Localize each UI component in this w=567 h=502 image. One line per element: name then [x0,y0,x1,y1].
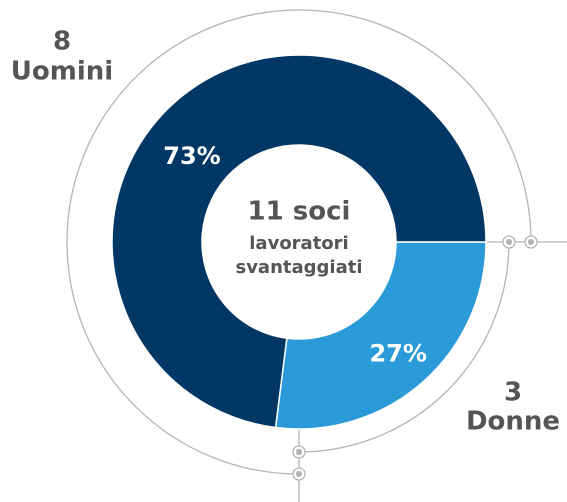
category-label: Uomini [11,57,113,87]
category-label: Donne [466,407,560,437]
count-label: 8 [53,27,71,57]
center-subtitle: lavoratori [249,233,348,254]
value-label: 73% [163,142,220,170]
slice [274,241,487,430]
value-label: 27% [369,340,426,368]
center-title: 11 soci [248,197,351,227]
slices [111,54,487,430]
center-subtitle: svantaggiati [235,257,362,278]
count-label: 3 [504,378,522,408]
slice [111,54,487,429]
decoration [66,9,567,502]
